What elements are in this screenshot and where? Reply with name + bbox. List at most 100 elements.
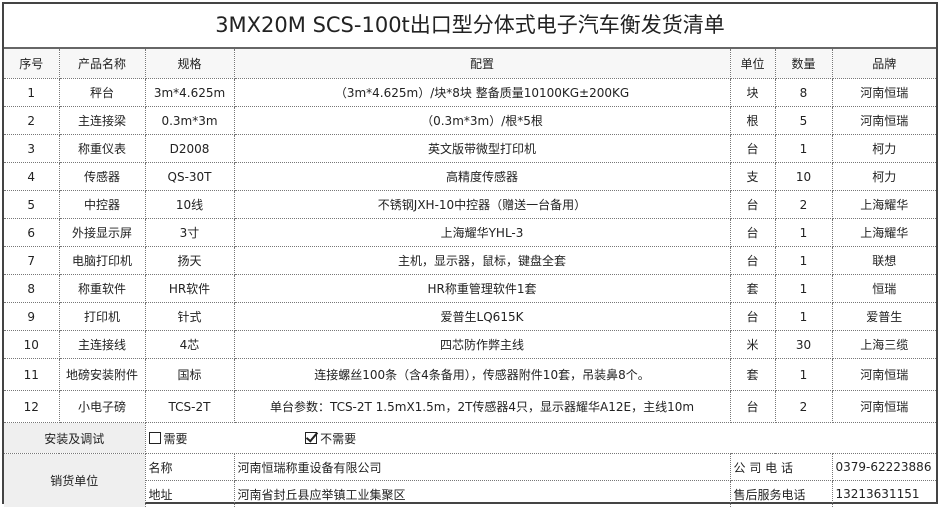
cell-config: 连接螺丝100条（含4条备用），传感器附件10套，吊装鼻8个。	[234, 358, 731, 391]
cell-brand: 上海三缆	[832, 330, 936, 359]
cell-brand: 柯力	[832, 134, 936, 163]
cell-spec: TCS-2T	[145, 390, 235, 423]
cell-brand: 河南恒瑞	[832, 358, 936, 391]
cell-unit: 套	[730, 358, 776, 391]
cell-unit: 米	[730, 330, 776, 359]
cell-spec: 0.3m*3m	[145, 106, 235, 135]
cell-quantity: 1	[775, 134, 833, 163]
cell-index: 11	[4, 358, 60, 391]
cell-index: 10	[4, 330, 60, 359]
cell-unit: 台	[730, 246, 776, 275]
service-phone-label: 售后服务电话	[730, 480, 833, 507]
cell-brand: 爱普生	[832, 302, 936, 331]
cell-product-name: 秤台	[59, 78, 146, 107]
no-need-checkbox[interactable]: 不需要	[305, 431, 357, 446]
header-index: 序号	[4, 49, 60, 79]
header-quantity: 数量	[775, 49, 833, 79]
cell-config: 主机，显示器，鼠标，键盘全套	[234, 246, 731, 275]
cell-config: 不锈钢JXH-10中控器（赠送一台备用）	[234, 190, 731, 219]
cell-brand: 河南恒瑞	[832, 78, 936, 107]
cell-spec: 国标	[145, 358, 235, 391]
cell-spec: QS-30T	[145, 162, 235, 191]
cell-product-name: 主连接线	[59, 330, 146, 359]
install-options: 需要 不需要	[145, 422, 730, 454]
cell-unit: 支	[730, 162, 776, 191]
cell-product-name: 外接显示屏	[59, 218, 146, 247]
cell-quantity: 1	[775, 302, 833, 331]
cell-index: 12	[4, 390, 60, 423]
cell-quantity: 10	[775, 162, 833, 191]
checkbox-empty-icon	[148, 431, 161, 444]
cell-quantity: 1	[775, 218, 833, 247]
cell-spec: 4芯	[145, 330, 235, 359]
header-spec: 规格	[145, 49, 235, 79]
service-phone-value: 13213631151	[835, 487, 920, 501]
cell-spec: 扬天	[145, 246, 235, 275]
cell-index: 3	[4, 134, 60, 163]
cell-product-name: 主连接梁	[59, 106, 146, 135]
cell-product-name: 传感器	[59, 162, 146, 191]
cell-spec: 3m*4.625m	[145, 78, 235, 107]
cell-spec: 10线	[145, 190, 235, 219]
shipping-table: 序号 产品名称 规格 配置 单位 数量 品牌 1 秤台 3m*4.625m （3m*4…	[4, 49, 936, 507]
seller-label: 销货单位	[4, 453, 146, 507]
cell-index: 2	[4, 106, 60, 135]
cell-product-name: 称重仪表	[59, 134, 146, 163]
table-header: 序号 产品名称 规格 配置 单位 数量 品牌	[4, 49, 936, 79]
table-row: 2 主连接梁 0.3m*3m （0.3m*3m）/根*5根根 5 河南恒瑞	[4, 106, 936, 135]
cell-brand: 河南恒瑞	[832, 390, 936, 423]
cell-product-name: 电脑打印机	[59, 246, 146, 275]
cell-config: 爱普生LQ615K	[234, 302, 731, 331]
address-value: 河南省封丘县应举镇工业集聚区	[234, 480, 731, 507]
cell-unit: 台	[730, 190, 776, 219]
cell-unit: 台	[730, 134, 776, 163]
cell-config: HR称重管理软件1套	[234, 274, 731, 303]
table-row: 6 外接显示屏 3寸 上海耀华YHL-3 台 1 上海耀华	[4, 218, 936, 247]
header-unit: 单位	[730, 49, 776, 79]
cell-quantity: 5	[775, 106, 833, 135]
install-empty	[730, 422, 936, 454]
cell-config: 四芯防作弊主线	[234, 330, 731, 359]
cell-quantity: 1	[775, 246, 833, 275]
table-row: 3 称重仪表 D2008 英文版带微型打印机台 1 柯力	[4, 134, 936, 163]
seller-name: 河南恒瑞称重设备有限公司	[234, 453, 731, 481]
cell-brand: 上海耀华	[832, 218, 936, 247]
cell-product-name: 中控器	[59, 190, 146, 219]
cell-unit: 台	[730, 390, 776, 423]
table-row: 1 秤台 3m*4.625m （3m*4.625m）/块*8块 整备质量10100KG…	[4, 78, 936, 107]
cell-brand: 联想	[832, 246, 936, 275]
cell-quantity: 1	[775, 358, 833, 391]
cell-config: 英文版带微型打印机	[234, 134, 731, 163]
cell-quantity: 2	[775, 190, 833, 219]
cell-config: 单台参数：TCS-2T 1.5mX1.5m，2T传感器4只，显示器耀华A12E，…	[234, 390, 731, 423]
table-row: 12 小电子磅 TCS-2T 单台参数：TCS-2T 1.5mX1.5m，2T传感器4…	[4, 390, 936, 423]
cell-quantity: 30	[775, 330, 833, 359]
phone-value: 0379-62223886	[832, 453, 936, 481]
table-row: 7 电脑打印机 扬天 主机，显示器，鼠标，键盘全套台 1 联想	[4, 246, 936, 275]
table-row: 10 主连接线 4芯 四芯防作弊主线米 30 上海三缆	[4, 330, 936, 359]
cell-config: 上海耀华YHL-3	[234, 218, 731, 247]
cell-unit: 台	[730, 302, 776, 331]
need-checkbox[interactable]: 需要	[148, 431, 188, 446]
install-row: 安装及调试 需要 不需要	[4, 422, 936, 454]
cell-product-name: 打印机	[59, 302, 146, 331]
table-row: 8 称重软件 HR软件 HR称重管理软件1套套 1 恒瑞	[4, 274, 936, 303]
table-row: 5 中控器 10线 不锈钢JXH-10中控器（赠送一台备用）台 2 上海耀华	[4, 190, 936, 219]
page-title: 3MX20M SCS-100t出口型分体式电子汽车衡发货清单	[4, 4, 936, 49]
cell-brand: 恒瑞	[832, 274, 936, 303]
cell-product-name: 称重软件	[59, 274, 146, 303]
seller-name-row: 销货单位 名称 河南恒瑞称重设备有限公司 公 司 电 话 0379-622238…	[4, 453, 936, 507]
cell-index: 4	[4, 162, 60, 191]
cell-index: 1	[4, 78, 60, 107]
checkbox-checked-icon	[305, 431, 318, 444]
no-need-label: 不需要	[320, 431, 357, 446]
cell-quantity: 8	[775, 78, 833, 107]
need-label: 需要	[163, 431, 188, 446]
seller-address-row: 地址 河南省封丘县应举镇工业集聚区 售后服务电话 13213631151	[4, 480, 936, 507]
cell-index: 9	[4, 302, 60, 331]
header-product-name: 产品名称	[59, 49, 146, 79]
cell-spec: 针式	[145, 302, 235, 331]
cell-unit: 套	[730, 274, 776, 303]
cell-quantity: 2	[775, 390, 833, 423]
cell-product-name: 小电子磅	[59, 390, 146, 423]
